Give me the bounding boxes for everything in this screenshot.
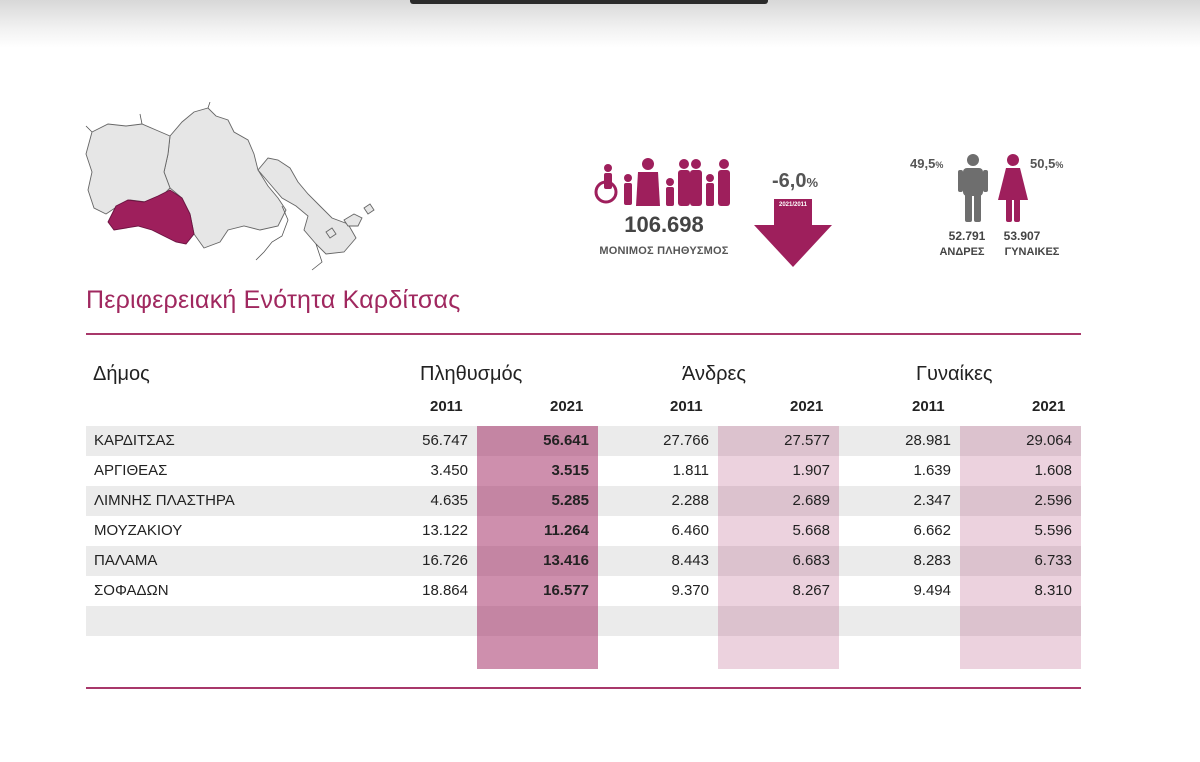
cell-men-2021: 6.683 xyxy=(792,552,830,569)
cell-women-2021: 8.310 xyxy=(1034,582,1072,599)
cell-men-2011: 2.288 xyxy=(671,492,709,509)
band-women-2021 xyxy=(960,426,1081,669)
window-notch xyxy=(410,0,768,4)
total-population: 106.698 xyxy=(624,212,704,237)
band-pop-2021 xyxy=(477,426,598,669)
cell-women-2021: 6.733 xyxy=(1034,552,1072,569)
cell-men-2021: 1.907 xyxy=(792,462,830,479)
cell-pop-2021: 13.416 xyxy=(543,552,589,569)
cell-men-2011: 9.370 xyxy=(671,582,709,599)
cell-pop-2021: 56.641 xyxy=(543,432,589,449)
cell-municipality: ΠΑΛΑΜΑ xyxy=(94,552,158,569)
change-value: -6,0 xyxy=(771,170,807,192)
men-percent-value: 49,5 xyxy=(910,156,936,171)
band-men-2021 xyxy=(718,426,839,669)
cell-women-2011: 28.981 xyxy=(905,432,951,449)
cell-women-2011: 8.283 xyxy=(913,552,951,569)
cell-women-2011: 9.494 xyxy=(913,582,951,599)
window-top-shade xyxy=(0,0,1200,48)
header-women: Γυναίκες xyxy=(916,363,993,385)
cell-men-2011: 27.766 xyxy=(663,432,709,449)
women-percent: 50,5% xyxy=(1030,156,1063,171)
woman-icon xyxy=(998,154,1028,222)
cell-pop-2021: 3.515 xyxy=(551,462,589,479)
cell-women-2021: 1.608 xyxy=(1034,462,1072,479)
table-row: ΛΙΜΝΗΣ ΠΛΑΣΤΗΡΑ 4.635 5.285 2.288 2.689 … xyxy=(86,486,1081,516)
cell-pop-2021: 5.285 xyxy=(551,492,589,509)
cell-women-2011: 1.639 xyxy=(913,462,951,479)
table-row: ΜΟΥΖΑΚΙΟΥ 13.122 11.264 6.460 5.668 6.66… xyxy=(86,516,1081,546)
cell-women-2021: 5.596 xyxy=(1034,522,1072,539)
cell-men-2021: 27.577 xyxy=(784,432,830,449)
header-municipality: Δήμος xyxy=(93,363,150,385)
cell-municipality: ΑΡΓΙΘΕΑΣ xyxy=(94,462,168,479)
women-percent-value: 50,5 xyxy=(1030,156,1056,171)
change-period: 2021/2011 xyxy=(778,202,808,208)
cell-pop-2011: 4.635 xyxy=(430,492,468,509)
women-count: 53.907 xyxy=(1003,229,1041,243)
family-icon xyxy=(594,158,730,206)
cell-women-2021: 2.596 xyxy=(1034,492,1072,509)
cell-men-2021: 5.668 xyxy=(792,522,830,539)
table-row: ΚΑΡΔΙΤΣΑΣ 56.747 56.641 27.766 27.577 28… xyxy=(86,426,1081,456)
cell-municipality: ΚΑΡΔΙΤΣΑΣ xyxy=(94,432,175,449)
cell-municipality: ΣΟΦΑΔΩΝ xyxy=(94,582,169,599)
man-icon xyxy=(958,154,988,222)
cell-pop-2011: 56.747 xyxy=(422,432,468,449)
cell-pop-2021: 11.264 xyxy=(543,522,589,539)
cell-municipality: ΜΟΥΖΑΚΙΟΥ xyxy=(94,522,183,539)
table-bottom-rule xyxy=(86,687,1081,689)
cell-women-2011: 6.662 xyxy=(913,522,951,539)
cell-women-2011: 2.347 xyxy=(913,492,951,509)
men-count: 52.791 xyxy=(948,229,986,243)
cell-pop-2011: 13.122 xyxy=(422,522,468,539)
down-arrow-icon xyxy=(754,199,832,267)
header-population: Πληθυσμός xyxy=(420,363,523,385)
total-population-label: ΜΟΝΙΜΟΣ ΠΛΗΘΥΣΜΟΣ xyxy=(599,245,729,257)
cell-men-2011: 6.460 xyxy=(671,522,709,539)
map-island-3 xyxy=(363,203,375,215)
year-men-2011: 2011 xyxy=(670,398,703,415)
population-change: -6,0% xyxy=(760,170,830,193)
year-women-2011: 2011 xyxy=(912,398,945,415)
year-women-2021: 2021 xyxy=(1032,398,1066,415)
year-men-2021: 2021 xyxy=(790,398,824,415)
table-row: ΣΟΦΑΔΩΝ 18.864 16.577 9.370 8.267 9.494 … xyxy=(86,576,1081,606)
men-percent-unit: % xyxy=(935,160,944,170)
cell-pop-2011: 18.864 xyxy=(422,582,468,599)
cell-women-2021: 29.064 xyxy=(1026,432,1072,449)
cell-pop-2011: 3.450 xyxy=(430,462,468,479)
cell-men-2011: 1.811 xyxy=(672,462,709,479)
women-percent-unit: % xyxy=(1055,160,1064,170)
cell-municipality: ΛΙΜΝΗΣ ΠΛΑΣΤΗΡΑ xyxy=(94,492,235,509)
map-region-karditsa xyxy=(107,189,195,245)
year-pop-2021: 2021 xyxy=(550,398,584,415)
cell-men-2021: 2.689 xyxy=(792,492,830,509)
cell-men-2011: 8.443 xyxy=(671,552,709,569)
men-percent: 49,5% xyxy=(910,156,943,171)
men-label: ΑΝΔΡΕΣ xyxy=(939,246,985,258)
year-pop-2011: 2011 xyxy=(430,398,463,415)
table-row: ΑΡΓΙΘΕΑΣ 3.450 3.515 1.811 1.907 1.639 1… xyxy=(86,456,1081,486)
change-unit: % xyxy=(806,175,819,190)
header-men: Άνδρες xyxy=(682,363,747,385)
title-rule xyxy=(86,333,1081,335)
cell-pop-2011: 16.726 xyxy=(422,552,468,569)
region-title: Περιφερειακή Ενότητα Καρδίτσας xyxy=(86,286,461,314)
thessaly-map xyxy=(85,102,375,271)
women-label: ΓΥΝΑΙΚΕΣ xyxy=(1004,246,1060,258)
table-row: ΠΑΛΑΜΑ 16.726 13.416 8.443 6.683 8.283 6… xyxy=(86,546,1081,576)
map-island-1 xyxy=(325,227,337,239)
cell-pop-2021: 16.577 xyxy=(543,582,589,599)
cell-men-2021: 8.267 xyxy=(792,582,830,599)
map-island-2 xyxy=(343,213,363,227)
